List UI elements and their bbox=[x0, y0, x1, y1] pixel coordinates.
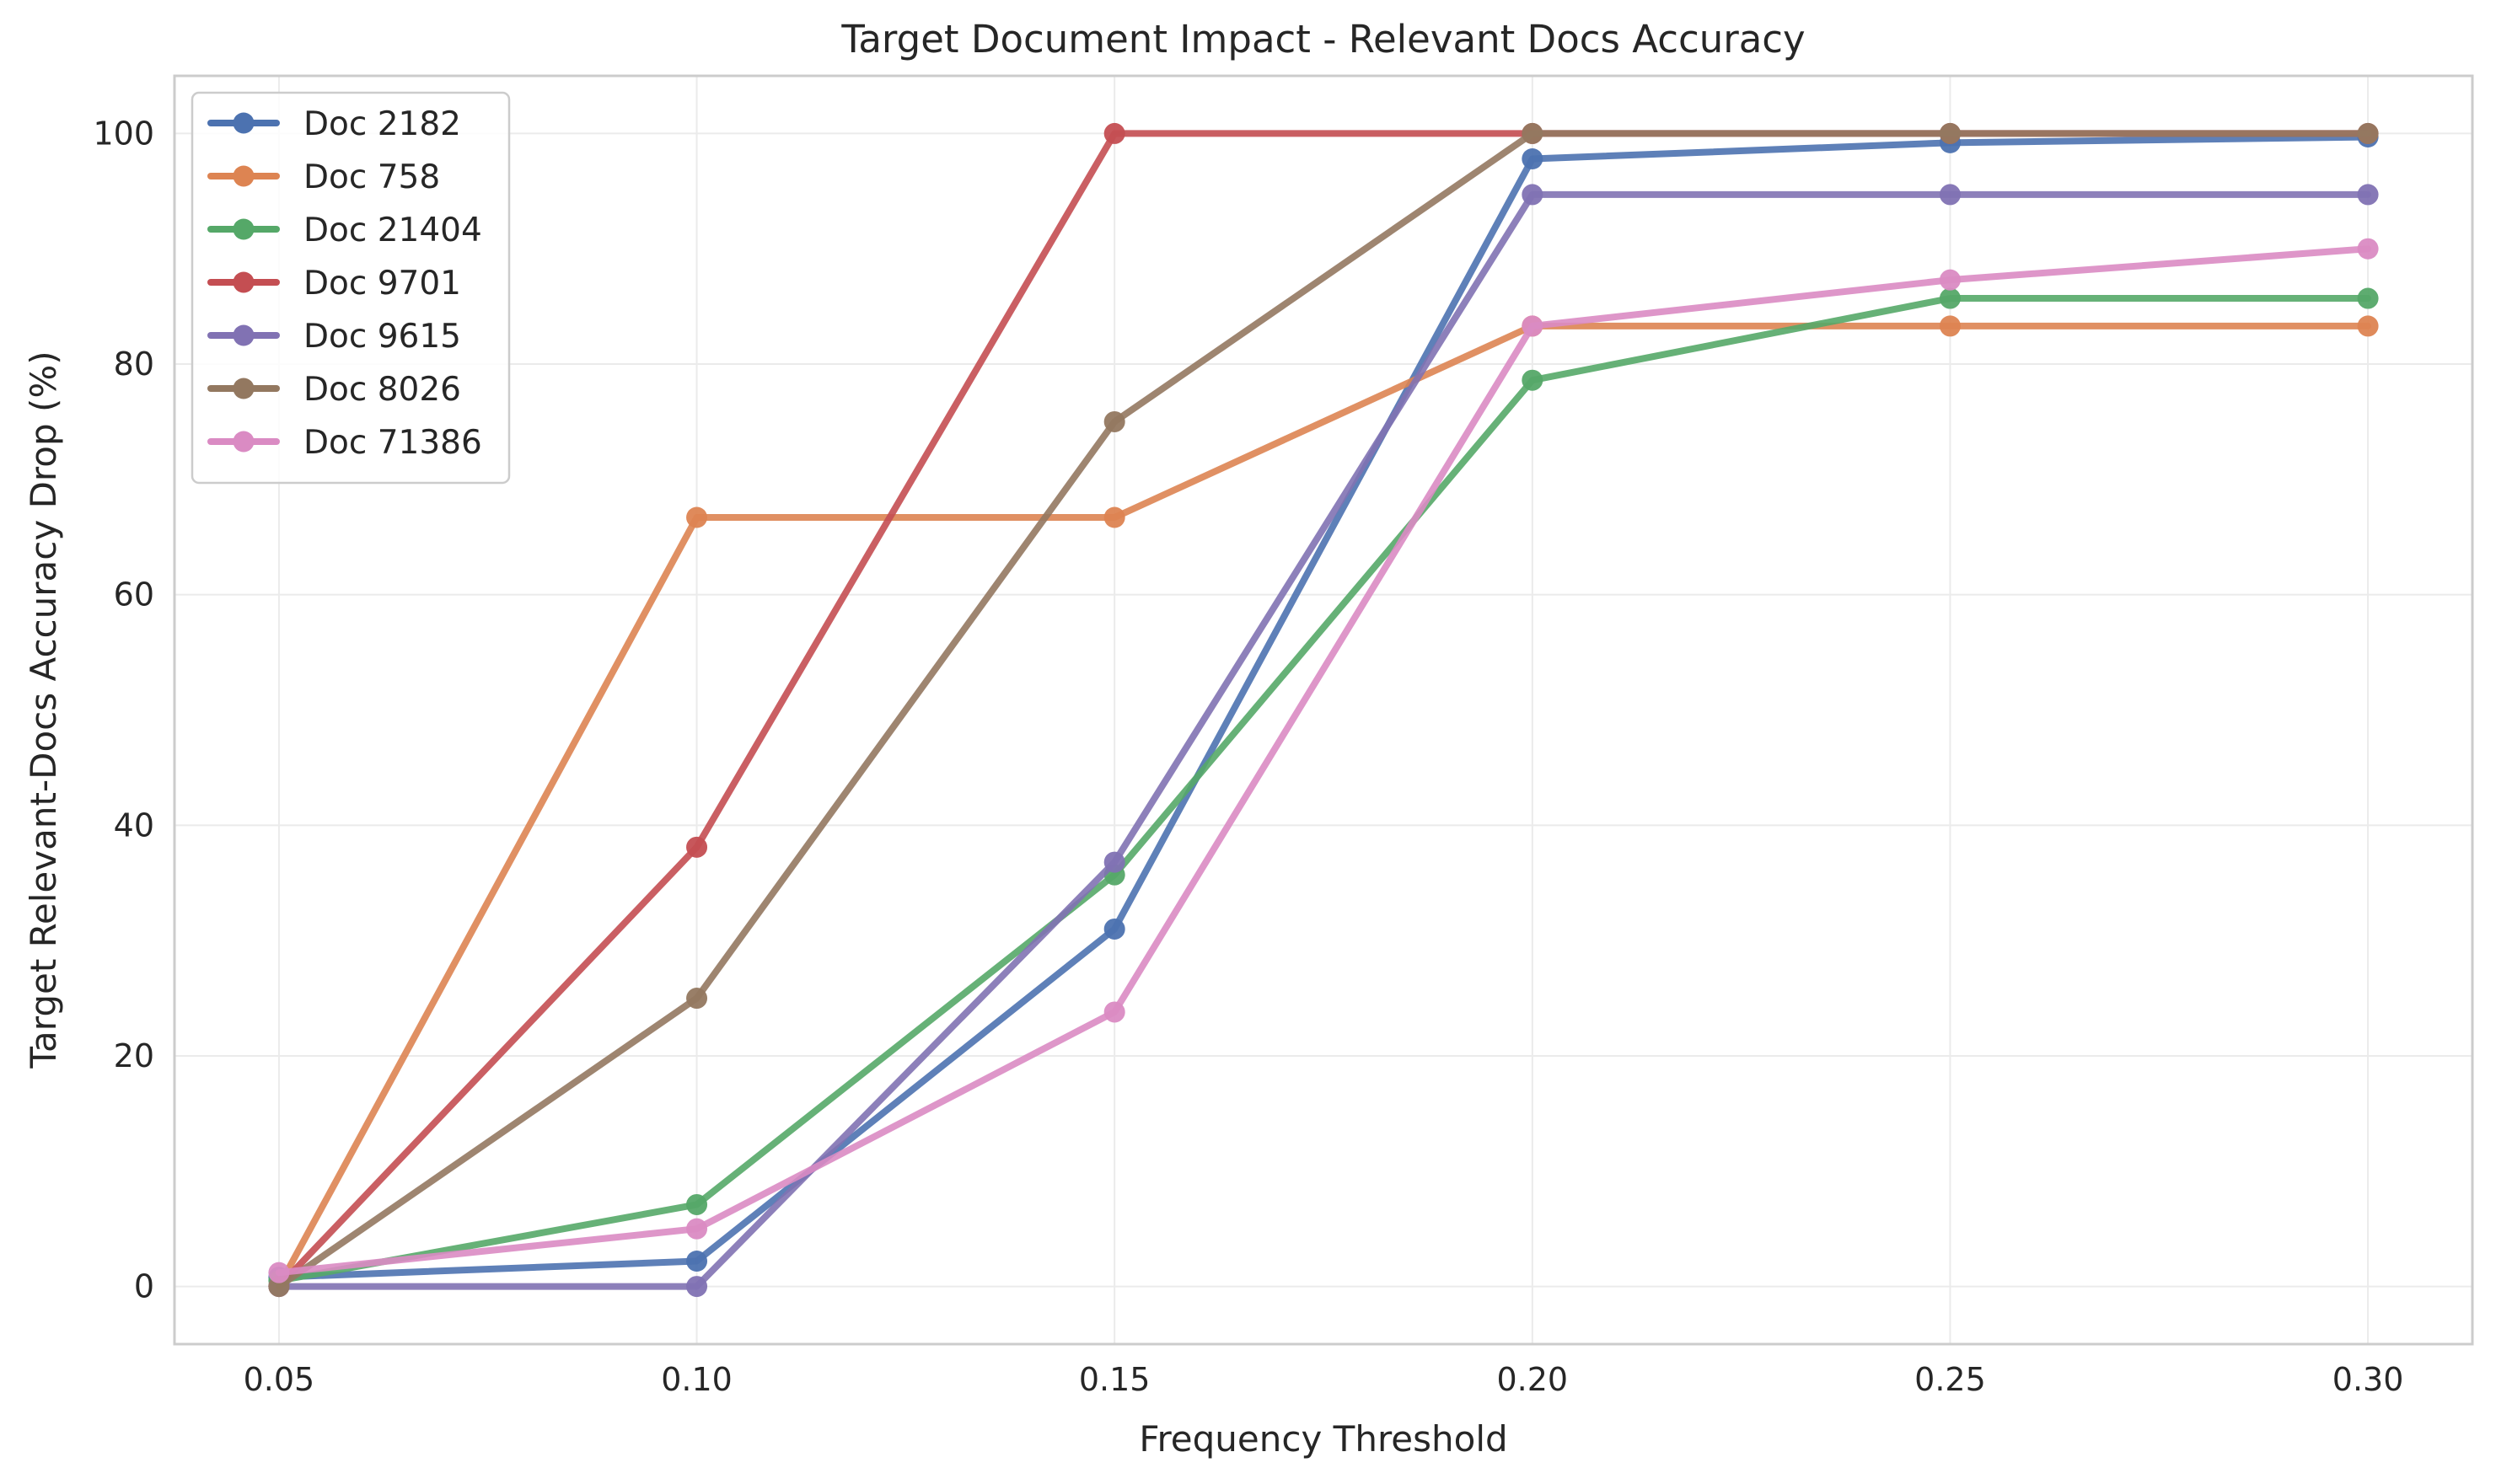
legend-swatch-marker bbox=[233, 324, 255, 346]
legend-item: Doc 9615 bbox=[207, 318, 461, 356]
series-doc-8026 bbox=[268, 122, 2379, 1298]
data-point bbox=[1939, 287, 1961, 309]
data-point bbox=[686, 988, 708, 1010]
series-doc-21404 bbox=[268, 287, 2379, 1292]
data-point bbox=[2357, 238, 2379, 260]
legend-swatch-marker bbox=[233, 218, 255, 240]
data-point bbox=[686, 836, 708, 858]
x-tick-label: 0.15 bbox=[1079, 1361, 1151, 1398]
data-point bbox=[1522, 184, 1543, 206]
y-tick-label: 80 bbox=[114, 346, 154, 383]
x-tick-label: 0.10 bbox=[661, 1361, 733, 1398]
data-point bbox=[2357, 122, 2379, 144]
data-point bbox=[1939, 315, 1961, 337]
series-doc-758 bbox=[268, 315, 2379, 1298]
data-point bbox=[1522, 122, 1543, 144]
x-tick-label: 0.25 bbox=[1914, 1361, 1986, 1398]
legend-swatch-marker bbox=[233, 271, 255, 293]
series-layer bbox=[268, 122, 2379, 1298]
data-point bbox=[686, 1218, 708, 1240]
x-tick-label: 0.20 bbox=[1497, 1361, 1569, 1398]
x-axis-label: Frequency Threshold bbox=[1139, 1418, 1507, 1460]
x-tick-label: 0.05 bbox=[244, 1361, 315, 1398]
legend-label: Doc 71386 bbox=[303, 424, 482, 462]
data-point bbox=[268, 1262, 290, 1283]
data-point bbox=[1939, 184, 1961, 206]
series-doc-71386 bbox=[268, 238, 2379, 1283]
data-point bbox=[1103, 506, 1125, 528]
data-point bbox=[1103, 851, 1125, 873]
legend-item: Doc 21404 bbox=[207, 212, 482, 249]
data-point bbox=[1103, 410, 1125, 432]
tick-layer: 0.05 0.10 0.15 0.20 0.25 0.30 0 20 40 60 80 100 bbox=[93, 115, 2403, 1398]
series-line bbox=[275, 133, 2372, 1281]
legend-label: Doc 9615 bbox=[303, 318, 461, 356]
y-tick-label: 100 bbox=[93, 115, 154, 152]
data-point bbox=[2357, 287, 2379, 309]
y-tick-label: 40 bbox=[114, 806, 154, 844]
y-tick-label: 0 bbox=[134, 1268, 154, 1305]
data-point bbox=[2357, 184, 2379, 206]
legend: Doc 2182 Doc 758 Doc 21404 Doc 9701 Doc 9615… bbox=[191, 91, 511, 485]
legend-label: Doc 2182 bbox=[303, 105, 461, 143]
legend-label: Doc 21404 bbox=[303, 212, 482, 249]
legend-swatch-marker bbox=[233, 165, 255, 187]
legend-label: Doc 8026 bbox=[303, 371, 461, 409]
legend-item: Doc 9701 bbox=[207, 265, 461, 303]
y-tick-label: 20 bbox=[114, 1037, 154, 1074]
legend-item: Doc 758 bbox=[207, 158, 440, 196]
data-point bbox=[686, 1193, 708, 1215]
series-line bbox=[275, 295, 2372, 1284]
data-point bbox=[1522, 369, 1543, 391]
data-point bbox=[1103, 1001, 1125, 1023]
legend-swatch-marker bbox=[233, 431, 255, 453]
legend-item: Doc 8026 bbox=[207, 371, 461, 409]
legend-label: Doc 758 bbox=[303, 158, 440, 196]
series-line bbox=[275, 245, 2372, 1277]
legend-label: Doc 9701 bbox=[303, 265, 461, 303]
x-tick-label: 0.30 bbox=[2332, 1361, 2404, 1398]
data-point bbox=[1939, 122, 1961, 144]
data-point bbox=[1103, 918, 1125, 940]
data-point bbox=[2357, 315, 2379, 337]
data-point bbox=[1103, 122, 1125, 144]
plot-frame bbox=[173, 74, 2474, 1346]
data-point bbox=[686, 1276, 708, 1298]
chart-title: Target Document Impact - Relevant Docs A… bbox=[840, 17, 1805, 62]
y-axis-label: Target Relevant-Docs Accuracy Drop (%) bbox=[23, 351, 64, 1069]
data-point bbox=[1522, 315, 1543, 337]
data-point bbox=[1939, 269, 1961, 291]
legend-swatch-marker bbox=[233, 112, 255, 134]
data-point bbox=[686, 1250, 708, 1272]
data-point bbox=[686, 506, 708, 528]
legend-swatch-marker bbox=[233, 378, 255, 399]
series-doc-9615 bbox=[268, 184, 2379, 1298]
legend-item: Doc 71386 bbox=[207, 424, 482, 462]
series-line bbox=[275, 322, 2372, 1290]
y-tick-label: 60 bbox=[114, 576, 154, 613]
data-point bbox=[1522, 148, 1543, 170]
legend-item: Doc 2182 bbox=[207, 105, 461, 143]
series-line bbox=[275, 130, 2372, 1290]
series-line bbox=[275, 190, 2372, 1290]
